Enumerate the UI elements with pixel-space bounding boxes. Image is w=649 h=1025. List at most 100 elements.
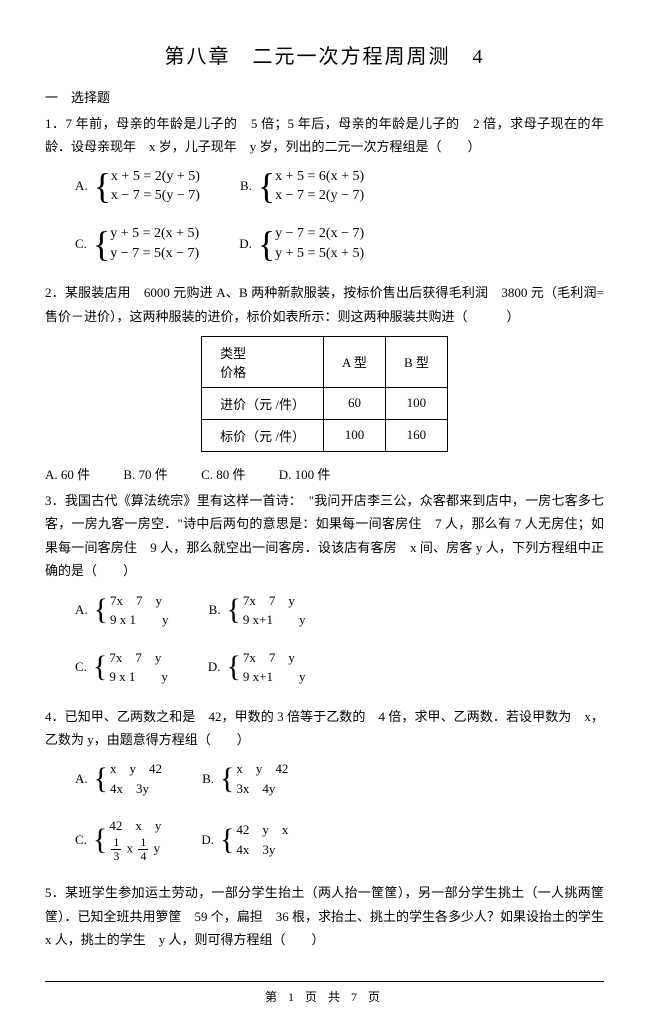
denominator: 3 <box>111 850 121 863</box>
q1-opt-a: A. { x + 5 = 2(y + 5) x − 7 = 5(y − 7) <box>75 167 200 206</box>
opt-label: C. <box>75 832 87 848</box>
fraction: 1 3 <box>111 836 121 863</box>
q2-opt-c: C. 80 件 <box>201 467 245 482</box>
table-cell: 类型 价格 <box>202 336 324 387</box>
section-heading: 一 选择题 <box>45 87 604 106</box>
equation-system: { x y 42 4x 3y <box>94 759 162 798</box>
eq-line: x y 42 <box>110 759 162 779</box>
eq-line: 4x 3y <box>110 779 162 799</box>
opt-label: C. <box>75 236 87 252</box>
table-cell: A 型 <box>324 336 386 387</box>
q2-table: 类型 价格 A 型 B 型 进价（元 /件） 60 100 标价（元 /件） 1… <box>201 336 448 452</box>
q3-opt-d: D. { 7x 7 y 9 x+1 y <box>208 648 306 687</box>
table-cell: 进价（元 /件） <box>202 387 324 419</box>
table-cell: 100 <box>324 419 386 451</box>
left-brace-icon: { <box>94 170 111 202</box>
opt-label: B. <box>240 178 252 194</box>
q1-opt-b: B. { x + 5 = 6(x + 5) x − 7 = 2(y − 7) <box>240 167 364 206</box>
left-brace-icon: { <box>220 827 234 853</box>
opt-label: D. <box>239 236 252 252</box>
q2-opt-a: A. 60 件 <box>45 467 90 482</box>
equation-system: { 7x 7 y 9 x+1 y <box>226 591 305 630</box>
eq-line: 7x 7 y <box>243 648 306 668</box>
q4-options: A. { x y 42 4x 3y B. { x y 42 3x 4y <box>75 759 604 804</box>
eq-line: x y 42 <box>236 759 288 779</box>
equation-system: { 42 x y 1 3 x 1 4 y <box>93 816 161 863</box>
equation-system: { x y 42 3x 4y <box>220 759 288 798</box>
opt-label: C. <box>75 659 87 675</box>
page-title: 第八章 二元一次方程周周测 4 <box>45 40 604 69</box>
eq-line: 42 x y <box>109 816 161 836</box>
eq-line: y + 5 = 2(x + 5) <box>110 224 199 244</box>
left-brace-icon: { <box>258 170 275 202</box>
equation-system: { y + 5 = 2(x + 5) y − 7 = 5(x − 7) <box>93 224 199 263</box>
numerator: 1 <box>111 836 121 850</box>
equation-system: { 42 y x 4x 3y <box>220 820 288 859</box>
q4-opt-d: D. { 42 y x 4x 3y <box>201 816 288 863</box>
q4-opt-c: C. { 42 x y 1 3 x 1 4 y <box>75 816 161 863</box>
left-brace-icon: { <box>93 228 110 260</box>
q2-opt-d: D. 100 件 <box>279 467 331 482</box>
eq-line: 42 y x <box>236 820 288 840</box>
page-footer: 第 1 页 共 7 页 <box>45 981 604 1005</box>
eq-line: x − 7 = 2(y − 7) <box>275 186 364 206</box>
equation-system: { 7x 7 y 9 x 1 y <box>93 648 168 687</box>
opt-label: B. <box>209 602 221 618</box>
table-cell: 60 <box>324 387 386 419</box>
table-row: 进价（元 /件） 60 100 <box>202 387 448 419</box>
left-brace-icon: { <box>93 654 107 680</box>
equation-system: { x + 5 = 6(x + 5) x − 7 = 2(y − 7) <box>258 167 364 206</box>
q1-opt-d: D. { y − 7 = 2(x − 7) y + 5 = 5(x + 5) <box>239 224 364 263</box>
q2-opt-b: B. 70 件 <box>123 467 167 482</box>
opt-label: A. <box>75 602 88 618</box>
opt-label: A. <box>75 178 88 194</box>
table-row: 标价（元 /件） 100 160 <box>202 419 448 451</box>
numerator: 1 <box>138 836 148 850</box>
q3-opt-b: B. { 7x 7 y 9 x+1 y <box>209 591 306 630</box>
equation-system: { y − 7 = 2(x − 7) y + 5 = 5(x + 5) <box>258 224 364 263</box>
eq-line: x + 5 = 6(x + 5) <box>275 167 364 187</box>
equation-system: { x + 5 = 2(y + 5) x − 7 = 5(y − 7) <box>94 167 200 206</box>
eq-line: y − 7 = 5(x − 7) <box>110 244 199 264</box>
cell-text: 价格 <box>220 362 305 381</box>
question-4: 4．已知甲、乙两数之和是 42，甲数的 3 倍等于乙数的 4 倍，求甲、乙两数．… <box>45 705 604 752</box>
opt-label: D. <box>201 832 214 848</box>
eq-line: x + 5 = 2(y + 5) <box>111 167 200 187</box>
table-row: 类型 价格 A 型 B 型 <box>202 336 448 387</box>
q3-options: A. { 7x 7 y 9 x 1 y B. { 7x 7 y 9 x+1 y <box>75 591 604 636</box>
denominator: 4 <box>138 850 148 863</box>
q4-opt-b: B. { x y 42 3x 4y <box>202 759 288 798</box>
q2-options: A. 60 件 B. 70 件 C. 80 件 D. 100 件 <box>45 464 604 483</box>
eq-line: y − 7 = 2(x − 7) <box>275 224 364 244</box>
eq-line: 9 x 1 y <box>110 610 169 630</box>
q1-options: A. { x + 5 = 2(y + 5) x − 7 = 5(y − 7) B… <box>75 167 604 212</box>
left-brace-icon: { <box>226 597 240 623</box>
eq-line: 9 x+1 y <box>243 610 306 630</box>
opt-label: B. <box>202 771 214 787</box>
q4-options-row2: C. { 42 x y 1 3 x 1 4 y <box>75 816 604 869</box>
table-cell: 160 <box>385 419 447 451</box>
left-brace-icon: { <box>94 597 108 623</box>
q1-opt-c: C. { y + 5 = 2(x + 5) y − 7 = 5(x − 7) <box>75 224 199 263</box>
table-cell: B 型 <box>385 336 447 387</box>
left-brace-icon: { <box>220 766 234 792</box>
eq-line: 7x 7 y <box>243 591 306 611</box>
eq-line: 9 x 1 y <box>109 667 168 687</box>
eq-line: 7x 7 y <box>109 648 168 668</box>
page: 第八章 二元一次方程周周测 4 一 选择题 1．7 年前，母亲的年龄是儿子的 5… <box>0 0 649 1025</box>
opt-label: D. <box>208 659 221 675</box>
q3-opt-c: C. { 7x 7 y 9 x 1 y <box>75 648 168 687</box>
eq-line: 4x 3y <box>236 840 288 860</box>
left-brace-icon: { <box>94 766 108 792</box>
q3-options-row2: C. { 7x 7 y 9 x 1 y D. { 7x 7 y 9 x+1 y <box>75 648 604 693</box>
opt-label: A. <box>75 771 88 787</box>
left-brace-icon: { <box>93 827 107 853</box>
eq-line: 9 x+1 y <box>243 667 306 687</box>
eq-line: x − 7 = 5(y − 7) <box>111 186 200 206</box>
question-2: 2．某服装店用 6000 元购进 A、B 两种新款服装，按标价售出后获得毛利润 … <box>45 281 604 328</box>
var: x <box>127 840 134 855</box>
q1-options-row2: C. { y + 5 = 2(x + 5) y − 7 = 5(x − 7) D… <box>75 224 604 269</box>
question-3: 3．我国古代《算法统宗》里有这样一首诗： "我问开店李三公，众客都来到店中，一房… <box>45 489 604 583</box>
left-brace-icon: { <box>258 228 275 260</box>
eq-line: 3x 4y <box>236 779 288 799</box>
